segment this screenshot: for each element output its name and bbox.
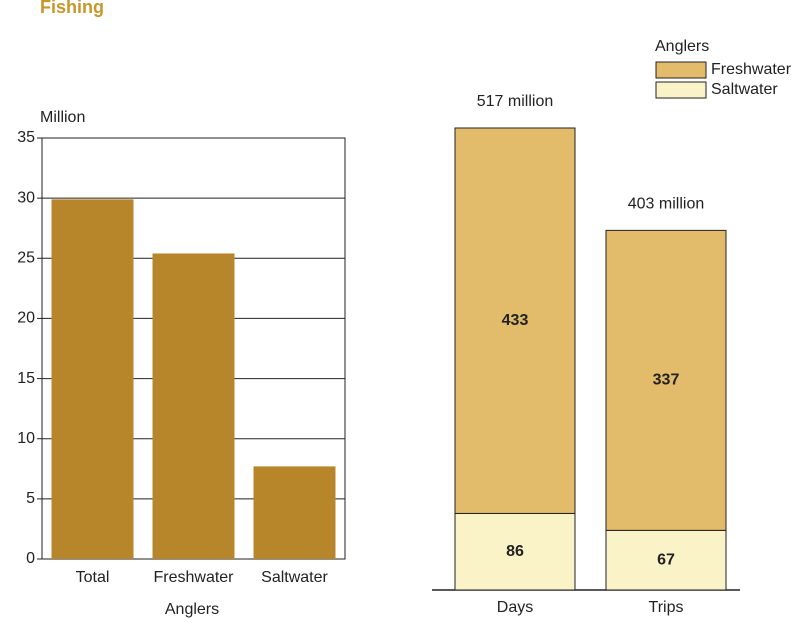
data-label: 67 (657, 551, 675, 568)
bar (152, 253, 235, 559)
y-tick-label: 30 (17, 189, 35, 206)
bar-segment (605, 529, 727, 591)
data-label: 433 (502, 312, 529, 329)
legend-swatch (655, 81, 707, 99)
total-label: 403 million (628, 196, 704, 213)
bar (253, 466, 336, 559)
bar-segment (454, 127, 576, 514)
legend-label: Saltwater (711, 81, 778, 98)
y-tick-label: 35 (17, 129, 35, 146)
legend-label: Freshwater (711, 61, 792, 78)
y-axis-label: Million (40, 109, 85, 126)
page-title: Fishing (40, 0, 104, 17)
y-tick-label: 25 (17, 250, 35, 267)
y-tick-label: 20 (17, 310, 35, 327)
x-tick-label: Freshwater (153, 569, 234, 586)
data-label: 337 (653, 372, 680, 389)
bar-segment (605, 229, 727, 531)
legend-swatch (655, 61, 707, 79)
x-tick-label: Saltwater (261, 569, 328, 586)
y-tick-label: 0 (26, 550, 35, 567)
y-tick-label: 15 (17, 370, 35, 387)
bar (51, 199, 134, 560)
data-label: 86 (506, 543, 524, 560)
x-tick-label: Trips (649, 599, 684, 616)
legend-title: Anglers (655, 38, 709, 55)
x-tick-label: Days (497, 599, 533, 616)
x-tick-label: Total (76, 569, 110, 586)
bar-segment (454, 512, 576, 591)
x-axis-label: Anglers (165, 601, 219, 618)
y-tick-label: 5 (26, 490, 35, 507)
total-label: 517 million (477, 93, 553, 110)
y-tick-label: 10 (17, 430, 35, 447)
